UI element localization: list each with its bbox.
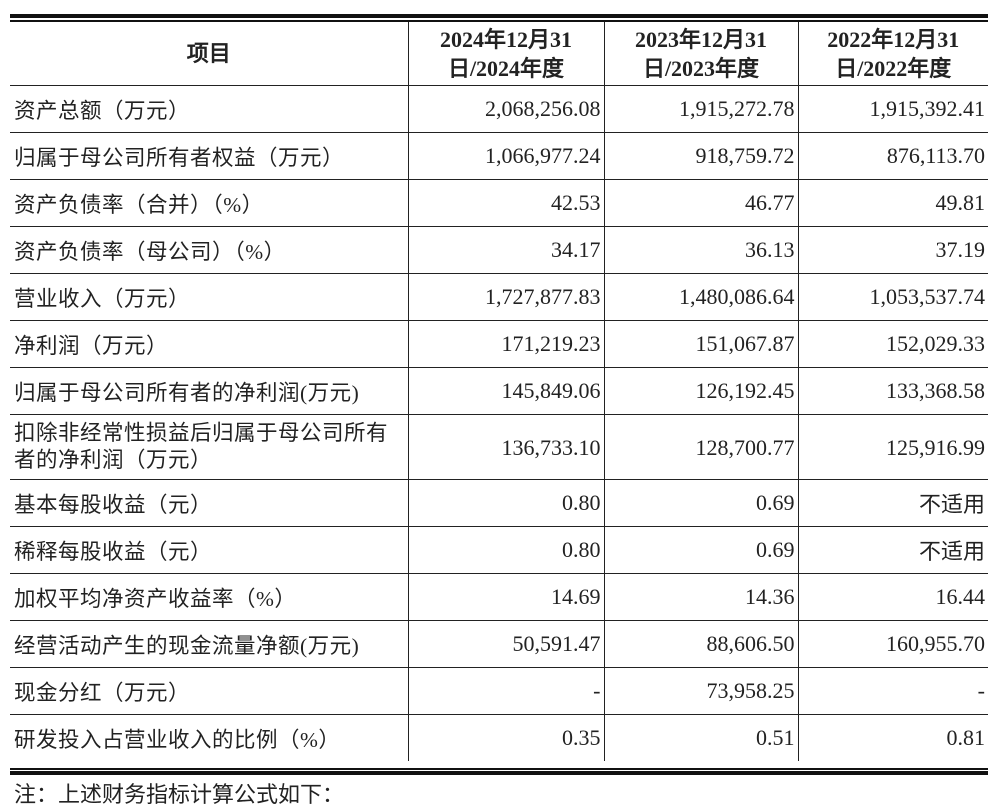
value-2023: 36.13 xyxy=(603,226,798,274)
table-bottom-rule xyxy=(10,771,988,775)
value-2022: 125,916.99 xyxy=(797,414,988,480)
value-2024: 50,591.47 xyxy=(407,620,604,668)
row-label: 资产总额（万元） xyxy=(10,85,408,133)
table-row: 资产总额（万元） 2,068,256.08 1,915,272.78 1,915,39… xyxy=(10,85,988,133)
value-2023: 1,480,086.64 xyxy=(603,273,798,321)
value-2022: 152,029.33 xyxy=(797,320,988,368)
table-row: 归属于母公司所有者权益（万元） 1,066,977.24 918,759.72 876… xyxy=(10,132,988,180)
value-2022: 876,113.70 xyxy=(797,132,988,180)
row-label: 稀释每股收益（元） xyxy=(10,526,408,574)
value-2022: 133,368.58 xyxy=(797,367,988,415)
table-row: 归属于母公司所有者的净利润(万元) 145,849.06 126,192.45 133… xyxy=(10,367,988,415)
value-2024: 1,066,977.24 xyxy=(407,132,604,180)
value-2024: 145,849.06 xyxy=(407,367,604,415)
row-label: 营业收入（万元） xyxy=(10,273,408,321)
value-2022: 1,915,392.41 xyxy=(797,85,988,133)
value-2023: 0.51 xyxy=(603,714,798,761)
value-2024: 1,727,877.83 xyxy=(407,273,604,321)
header-2022-line1: 2022年12月31 xyxy=(827,26,960,52)
table-top-rule-thin xyxy=(10,20,988,22)
table-row: 稀释每股收益（元） 0.80 0.69 不适用 xyxy=(10,526,988,574)
value-2022: 不适用 xyxy=(797,479,988,527)
row-label: 加权平均净资产收益率（%） xyxy=(10,573,408,621)
value-2024: 171,219.23 xyxy=(407,320,604,368)
row-label: 归属于母公司所有者的净利润(万元) xyxy=(10,367,408,415)
row-label: 归属于母公司所有者权益（万元） xyxy=(10,132,408,180)
table-row: 研发投入占营业收入的比例（%） 0.35 0.51 0.81 xyxy=(10,714,988,761)
value-2022: 1,053,537.74 xyxy=(797,273,988,321)
value-2024: 136,733.10 xyxy=(407,414,604,480)
value-2024: 0.35 xyxy=(407,714,604,761)
row-label: 资产负债率（母公司）（%） xyxy=(10,226,408,274)
footnote: 注：上述财务指标计算公式如下： xyxy=(14,782,345,807)
table-row: 资产负债率（合并）（%） 42.53 46.77 49.81 xyxy=(10,179,988,227)
value-2023: 126,192.45 xyxy=(603,367,798,415)
financial-indicators-table: 项目 2024年12月31 日/2024年度 2023年12月31 日/2023年度… xyxy=(10,22,988,761)
table-row: 经营活动产生的现金流量净额(万元) 50,591.47 88,606.50 160,9… xyxy=(10,620,988,668)
value-2024: 0.80 xyxy=(407,526,604,574)
value-2024: 34.17 xyxy=(407,226,604,274)
header-2022-line2: 日/2022年度 xyxy=(835,55,952,81)
header-item: 项目 xyxy=(10,22,408,86)
row-label: 研发投入占营业收入的比例（%） xyxy=(14,727,341,752)
value-2023: 88,606.50 xyxy=(603,620,798,668)
table-bottom-rule-thin xyxy=(10,768,988,770)
value-2023: 151,067.87 xyxy=(603,320,798,368)
row-label: 资产负债率（合并）（%） xyxy=(10,179,408,227)
header-2024-line1: 2024年12月31 xyxy=(439,26,572,52)
value-2023: 46.77 xyxy=(603,179,798,227)
header-2023: 2023年12月31 日/2023年度 xyxy=(603,22,798,86)
value-2022: 16.44 xyxy=(797,573,988,621)
value-2022: 160,955.70 xyxy=(797,620,988,668)
value-2023: 128,700.77 xyxy=(603,414,798,480)
value-2022: 不适用 xyxy=(797,526,988,574)
value-2022: - xyxy=(797,667,988,715)
value-2024: 2,068,256.08 xyxy=(407,85,604,133)
table-row: 基本每股收益（元） 0.80 0.69 不适用 xyxy=(10,479,988,527)
value-2022: 49.81 xyxy=(797,179,988,227)
value-2024: - xyxy=(407,667,604,715)
value-2023: 1,915,272.78 xyxy=(603,85,798,133)
table-top-rule xyxy=(10,14,988,18)
value-2023: 14.36 xyxy=(603,573,798,621)
header-2023-line1: 2023年12月31 xyxy=(634,26,767,52)
value-2024: 0.80 xyxy=(407,479,604,527)
value-2023: 73,958.25 xyxy=(603,667,798,715)
table-row: 营业收入（万元） 1,727,877.83 1,480,086.64 1,053,53… xyxy=(10,273,988,321)
header-row: 项目 2024年12月31 日/2024年度 2023年12月31 日/2023年度… xyxy=(10,22,988,86)
value-2024: 14.69 xyxy=(407,573,604,621)
row-label: 经营活动产生的现金流量净额(万元) xyxy=(10,620,408,668)
value-2024: 42.53 xyxy=(407,179,604,227)
row-label: 基本每股收益（元） xyxy=(10,479,408,527)
row-label: 现金分红（万元） xyxy=(10,667,408,715)
header-2023-line2: 日/2023年度 xyxy=(642,55,760,81)
table-row: 净利润（万元） 171,219.23 151,067.87 152,029.33 xyxy=(10,320,988,368)
table-row: 加权平均净资产收益率（%） 14.69 14.36 16.44 xyxy=(10,573,988,621)
header-2022: 2022年12月31 日/2022年度 xyxy=(797,22,988,86)
header-2024: 2024年12月31 日/2024年度 xyxy=(407,22,604,86)
value-2022: 37.19 xyxy=(797,226,988,274)
row-label: 扣除非经常性损益后归属于母公司所有者的净利润（万元） xyxy=(10,414,408,480)
table-row: 资产负债率（母公司）（%） 34.17 36.13 37.19 xyxy=(10,226,988,274)
row-label: 净利润（万元） xyxy=(10,320,408,368)
value-2023: 0.69 xyxy=(603,526,798,574)
table-row: 扣除非经常性损益后归属于母公司所有者的净利润（万元） 136,733.10 128,… xyxy=(10,414,988,480)
table-row: 现金分红（万元） -73,958.25- xyxy=(10,667,988,715)
header-2024-line2: 日/2024年度 xyxy=(447,55,565,81)
value-2022: 0.81 xyxy=(797,714,988,761)
value-2023: 0.69 xyxy=(603,479,798,527)
value-2023: 918,759.72 xyxy=(603,132,798,180)
